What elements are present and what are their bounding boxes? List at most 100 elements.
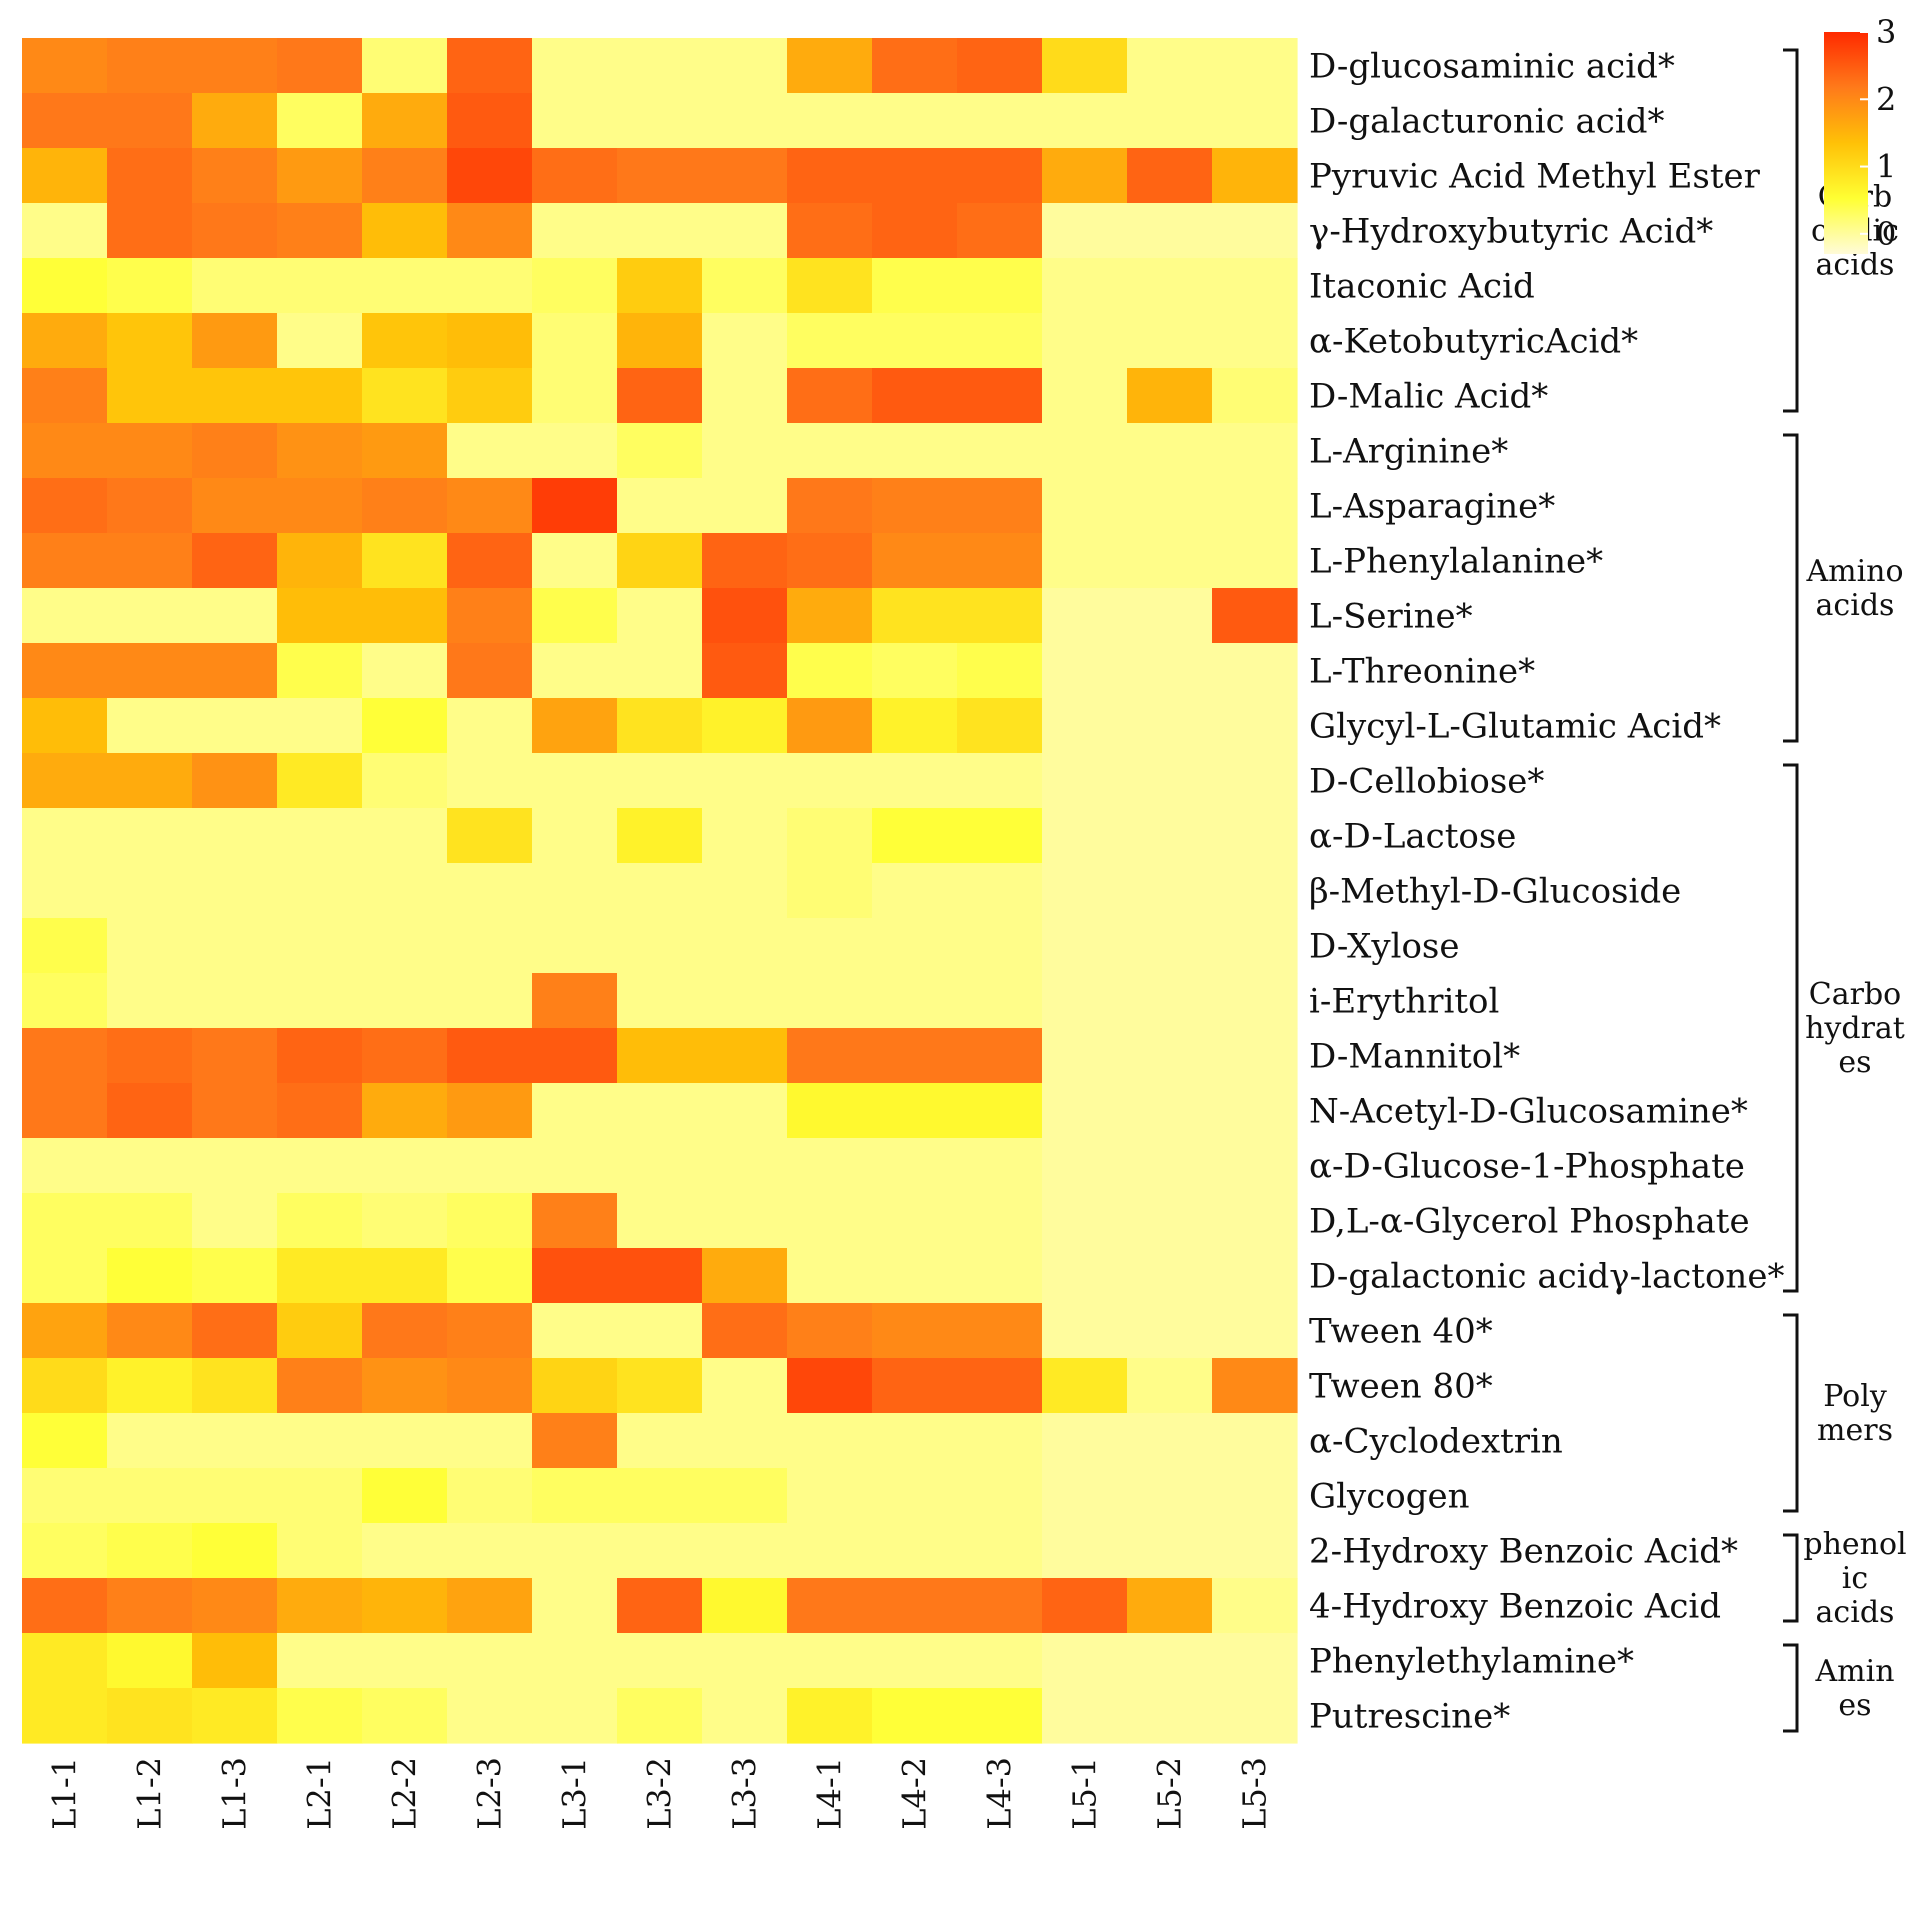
heatmap-cell	[872, 1193, 958, 1249]
heatmap-cell	[277, 698, 363, 754]
heatmap-cell	[957, 258, 1043, 314]
heatmap-cell	[532, 368, 618, 424]
heatmap-cell	[277, 1193, 363, 1249]
heatmap-cell	[702, 1413, 788, 1469]
heatmap-cell	[702, 1633, 788, 1689]
heatmap-cell	[787, 918, 873, 974]
heatmap-cell	[192, 643, 278, 699]
heatmap-cell	[1127, 313, 1213, 369]
heatmap-cell	[532, 643, 618, 699]
heatmap-cell	[22, 423, 108, 479]
column-label: L1-1	[46, 1757, 84, 1830]
heatmap-cell	[1042, 258, 1128, 314]
heatmap-cell	[957, 203, 1043, 259]
heatmap-cell	[362, 1028, 448, 1084]
heatmap-cell	[362, 643, 448, 699]
heatmap-cell	[617, 918, 703, 974]
heatmap-cell	[22, 1633, 108, 1689]
group-bracket	[1783, 1533, 1799, 1623]
heatmap-cell	[447, 1138, 533, 1194]
heatmap-cell	[702, 203, 788, 259]
heatmap-cell	[22, 588, 108, 644]
heatmap-cell	[1042, 808, 1128, 864]
heatmap-cell	[22, 753, 108, 809]
heatmap-cell	[22, 1413, 108, 1469]
heatmap-cell	[702, 1193, 788, 1249]
heatmap-cell	[787, 1028, 873, 1084]
heatmap-cell	[787, 478, 873, 534]
heatmap-cell	[787, 313, 873, 369]
heatmap-cell	[617, 148, 703, 204]
heatmap-cell	[957, 808, 1043, 864]
row-label: N-Acetyl-D-Glucosamine*	[1309, 1092, 1748, 1132]
heatmap-cell	[362, 313, 448, 369]
heatmap-cell	[957, 1193, 1043, 1249]
heatmap-cell	[1212, 258, 1298, 314]
heatmap-cell	[1042, 643, 1128, 699]
heatmap-cell	[702, 588, 788, 644]
heatmap-cell	[22, 918, 108, 974]
heatmap-cell	[787, 258, 873, 314]
heatmap-cell	[787, 1688, 873, 1744]
column-label: L4-2	[896, 1757, 934, 1830]
heatmap-cell	[617, 753, 703, 809]
column-labels: L1-1 L1-2 L1-3 L2-1 L2-2 L2-3 L3-1 L3-2 L3-3 L4-1…	[46, 1757, 1274, 1830]
heatmap-cell	[22, 1523, 108, 1579]
heatmap-cell	[192, 38, 278, 94]
heatmap-cell	[1127, 1138, 1213, 1194]
column-label: L1-2	[131, 1757, 169, 1830]
heatmap-cell	[1042, 1083, 1128, 1139]
heatmap-cell	[107, 588, 193, 644]
heatmap-cell	[447, 533, 533, 589]
heatmap-cell	[277, 1358, 363, 1414]
heatmap-cell	[1042, 203, 1128, 259]
colorbar-tick-label: 2	[1876, 80, 1896, 118]
heatmap-cell	[957, 1468, 1043, 1524]
heatmap-cell	[22, 533, 108, 589]
heatmap-cell	[362, 1303, 448, 1359]
heatmap-cell	[532, 1578, 618, 1634]
heatmap-cell	[1127, 203, 1213, 259]
heatmap-cell	[872, 808, 958, 864]
column-label: L4-1	[811, 1757, 849, 1830]
heatmap-cell	[532, 1028, 618, 1084]
heatmap-cell	[447, 1688, 533, 1744]
heatmap-cell	[872, 423, 958, 479]
heatmap-cell	[617, 1688, 703, 1744]
heatmap-cell	[1042, 313, 1128, 369]
heatmap-cell	[1127, 1083, 1213, 1139]
heatmap-cell	[1127, 588, 1213, 644]
heatmap-cell	[957, 1633, 1043, 1689]
heatmap-cell	[22, 1028, 108, 1084]
heatmap-cell	[192, 863, 278, 919]
heatmap-cell	[1212, 478, 1298, 534]
heatmap-cell	[362, 1523, 448, 1579]
heatmap-cell	[362, 808, 448, 864]
heatmap-cell	[277, 1688, 363, 1744]
heatmap-cell	[872, 1083, 958, 1139]
heatmap-cell	[702, 423, 788, 479]
column-label: L5-2	[1151, 1757, 1189, 1830]
heatmap-cell	[1042, 1523, 1128, 1579]
heatmap-cell	[192, 258, 278, 314]
heatmap-cell	[617, 93, 703, 149]
heatmap-cell	[362, 1688, 448, 1744]
heatmap-cell	[22, 478, 108, 534]
heatmap-cell	[1212, 1248, 1298, 1304]
heatmap-cell	[787, 423, 873, 479]
heatmap-cell	[532, 258, 618, 314]
heatmap-cell	[957, 1303, 1043, 1359]
heatmap-cell	[532, 1523, 618, 1579]
heatmap-cell	[787, 808, 873, 864]
heatmap-cell	[277, 1413, 363, 1469]
heatmap-cell	[1212, 1028, 1298, 1084]
heatmap-cell	[872, 973, 958, 1029]
heatmap-cell	[1212, 1413, 1298, 1469]
heatmap-cell	[192, 1303, 278, 1359]
heatmap-cell	[362, 258, 448, 314]
heatmap-cell	[957, 533, 1043, 589]
row-label: D-galactonic acidγ-lactone*	[1309, 1257, 1784, 1297]
heatmap-cell	[787, 973, 873, 1029]
heatmap-cell	[1127, 973, 1213, 1029]
heatmap-cell	[362, 1468, 448, 1524]
